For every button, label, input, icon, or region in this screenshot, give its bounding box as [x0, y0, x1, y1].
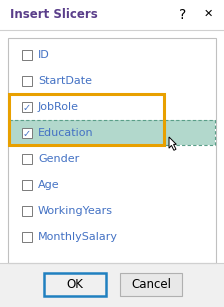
Text: Education: Education: [38, 128, 94, 138]
Polygon shape: [169, 137, 176, 150]
Bar: [22, 50, 32, 60]
Bar: [0, 263, 224, 307]
Text: OK: OK: [67, 278, 83, 291]
Bar: [22, 232, 32, 242]
Text: ?: ?: [179, 8, 187, 22]
Bar: [0, 0, 224, 30]
Text: Gender: Gender: [38, 154, 79, 164]
Text: ID: ID: [38, 50, 50, 60]
Bar: [22, 128, 32, 138]
Bar: [9, 94, 164, 145]
Text: Age: Age: [38, 180, 60, 190]
Text: ✓: ✓: [23, 103, 31, 112]
Bar: [22, 180, 32, 190]
Text: ✓: ✓: [23, 129, 31, 138]
Text: JobRole: JobRole: [38, 102, 79, 112]
Bar: [22, 206, 32, 216]
Bar: [9, 120, 215, 145]
Bar: [9, 120, 215, 145]
Text: ✕: ✕: [203, 9, 213, 19]
Bar: [8, 38, 216, 263]
Text: StartDate: StartDate: [38, 76, 92, 86]
Bar: [120, 273, 182, 296]
Text: WorkingYears: WorkingYears: [38, 206, 113, 216]
Bar: [22, 102, 32, 112]
Text: Insert Slicers: Insert Slicers: [10, 9, 98, 21]
Bar: [0, 30, 224, 264]
Text: Cancel: Cancel: [131, 278, 171, 291]
Bar: [44, 273, 106, 296]
Bar: [22, 154, 32, 164]
Bar: [22, 76, 32, 86]
Text: MonthlySalary: MonthlySalary: [38, 232, 118, 242]
